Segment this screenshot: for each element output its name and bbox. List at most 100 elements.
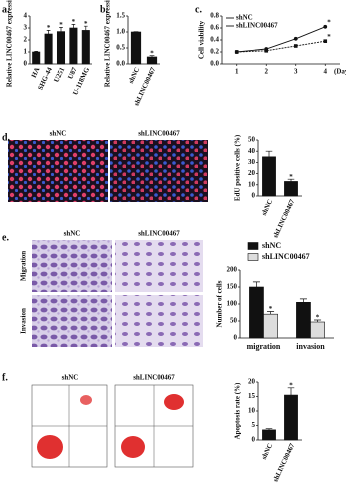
annotation: * <box>289 173 293 181</box>
x-tick-label: U87 <box>66 66 79 81</box>
annotation: * <box>47 24 51 32</box>
error-bar <box>314 319 322 323</box>
y-tick-label: 1 <box>24 48 28 56</box>
error-bar <box>287 178 295 182</box>
legend-label: shLINC00467 <box>236 22 278 30</box>
y-tick-label: 0.5 <box>116 44 125 52</box>
y-tick-label: 3 <box>24 24 28 32</box>
y-tick-label: 0.0 <box>210 60 219 68</box>
legend-swatch <box>247 253 259 261</box>
bar <box>284 394 298 441</box>
x-tick-label: shNC <box>260 442 274 461</box>
error-bar <box>252 281 260 287</box>
x-tick-label: HA <box>30 66 42 79</box>
bar <box>130 31 142 65</box>
point <box>293 36 298 41</box>
y-tick-label: 150 <box>227 283 238 291</box>
image-label: shLINC00467 <box>138 130 180 138</box>
x-tick-label: shNC <box>260 198 274 217</box>
y-tick-label: 4 <box>24 12 28 20</box>
error-bar <box>265 428 273 430</box>
panel-label: f. <box>2 372 8 383</box>
y-tick-label: 5 <box>252 421 256 429</box>
image-label: shLINC00467 <box>138 230 180 238</box>
bar <box>249 286 264 339</box>
x-tick-label: invasion <box>296 342 325 351</box>
y-tick-label: 20 <box>248 169 256 177</box>
flow-plot <box>31 384 108 468</box>
legend-label: shLINC00467 <box>262 252 310 261</box>
error-bar <box>149 55 155 57</box>
y-tick-label: 200 <box>227 266 238 274</box>
bar <box>262 429 276 441</box>
legend-label: shNC <box>262 241 281 250</box>
y-tick-label: 10 <box>248 180 256 188</box>
x-tick-label: migration <box>247 342 281 351</box>
flow-plot <box>114 384 194 468</box>
y-tick-label: 0 <box>252 436 256 444</box>
x-tick-label: 4 <box>324 68 328 76</box>
y-tick-label: 15 <box>248 392 256 400</box>
error-bar <box>71 24 76 28</box>
y-tick-label: 40 <box>248 147 256 155</box>
panel-label: d. <box>2 132 11 143</box>
y-axis-label: Cell viability <box>198 20 206 59</box>
point <box>323 39 328 43</box>
panel-label: c. <box>195 4 202 15</box>
transwell-image <box>115 240 203 292</box>
y-axis-label: Relative LINC00467 expression <box>6 0 14 87</box>
bar <box>146 56 158 65</box>
y-tick-label: 10 <box>248 407 256 415</box>
y-tick-label: 20 <box>248 378 256 386</box>
panel-label: e. <box>2 232 9 243</box>
x-tick-label: U251 <box>52 66 66 84</box>
transwell-image <box>32 295 112 347</box>
transwell-image <box>115 295 203 347</box>
y-axis-label: Number of cells <box>216 280 224 327</box>
panel-label: b. <box>100 4 109 15</box>
y-tick-label: 0 <box>252 192 256 200</box>
annotation: * <box>269 305 273 313</box>
bar <box>296 301 311 339</box>
y-tick-label: 0 <box>234 334 238 342</box>
x-tick-label: 2 <box>265 68 269 76</box>
annotation: * <box>72 18 76 26</box>
y-tick-label: 1.5 <box>116 12 125 20</box>
bar <box>262 156 276 197</box>
y-tick-label: 0.8 <box>210 12 219 20</box>
y-tick-label: 0.0 <box>116 60 125 68</box>
y-tick-label: 0.2 <box>210 48 219 56</box>
y-tick-label: 30 <box>248 158 256 166</box>
annotation: * <box>59 21 63 29</box>
bar <box>263 313 278 339</box>
legend-swatch <box>247 242 259 250</box>
error-bar <box>59 27 63 32</box>
y-axis-label: Relative LINC00467 expression <box>104 0 112 87</box>
y-tick-label: 50 <box>248 136 256 144</box>
error-bar <box>34 51 39 52</box>
row-label: Migration <box>20 251 28 281</box>
error-bar <box>267 311 275 315</box>
annotation: * <box>289 381 293 389</box>
error-bar <box>287 387 295 396</box>
bar <box>69 27 78 65</box>
bar <box>284 181 298 197</box>
row-label: Invasion <box>20 308 28 334</box>
annotation: * <box>150 49 154 57</box>
y-tick-label: 100 <box>227 300 238 308</box>
y-tick-label: 1.0 <box>116 28 125 36</box>
annotation: * <box>327 18 331 26</box>
y-axis-label: Apoptosis rate (%) <box>234 382 242 439</box>
edu-image <box>110 140 208 202</box>
edu-image <box>8 140 108 202</box>
point <box>323 24 328 29</box>
annotation: * <box>327 33 331 41</box>
point <box>293 44 298 48</box>
bar <box>310 321 325 339</box>
point <box>264 49 269 53</box>
image-label: shLINC00467 <box>133 374 175 382</box>
bar <box>32 51 41 65</box>
line <box>236 26 326 53</box>
x-tick-label: 1 <box>235 68 239 76</box>
y-axis-label: EdU positive cells (%) <box>234 134 242 201</box>
